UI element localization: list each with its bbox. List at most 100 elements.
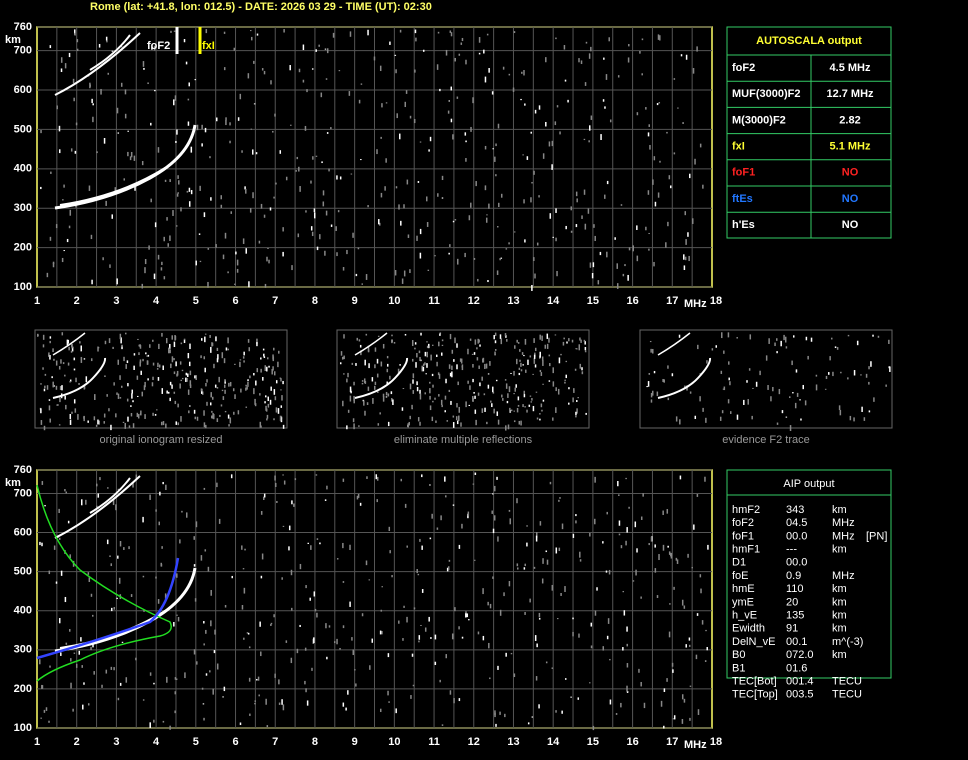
noise xyxy=(493,515,496,521)
noise xyxy=(662,544,665,551)
noise xyxy=(386,363,389,367)
noise xyxy=(770,396,772,402)
noise xyxy=(169,179,171,183)
noise xyxy=(502,398,504,401)
noise xyxy=(448,559,451,562)
noise xyxy=(711,348,714,351)
noise xyxy=(224,380,226,384)
noise xyxy=(567,99,569,103)
noise xyxy=(500,193,503,198)
noise xyxy=(589,125,591,131)
noise xyxy=(109,264,111,268)
noise xyxy=(474,409,477,414)
noise xyxy=(106,394,108,397)
noise xyxy=(721,410,724,414)
aip-cell: B0 xyxy=(732,649,745,661)
x-tick-label: 7 xyxy=(272,295,278,307)
noise xyxy=(348,91,351,96)
aip-cell: foF1 xyxy=(732,530,754,542)
noise xyxy=(339,362,342,365)
noise xyxy=(838,405,841,411)
noise xyxy=(196,124,199,131)
noise xyxy=(542,399,545,402)
noise xyxy=(173,371,176,375)
noise xyxy=(847,334,850,337)
noise xyxy=(482,635,485,641)
noise xyxy=(360,159,362,161)
noise xyxy=(460,358,463,364)
noise xyxy=(175,140,177,143)
noise xyxy=(577,397,579,399)
noise xyxy=(434,634,437,640)
noise xyxy=(802,384,804,390)
noise xyxy=(46,385,49,390)
noise xyxy=(863,417,866,421)
noise xyxy=(342,702,345,707)
noise xyxy=(652,179,654,185)
trace xyxy=(657,332,691,356)
noise xyxy=(40,186,42,190)
noise xyxy=(458,53,461,56)
noise xyxy=(494,156,496,162)
noise xyxy=(533,358,536,364)
noise xyxy=(121,641,124,643)
noise xyxy=(673,152,676,155)
noise xyxy=(125,364,127,369)
noise xyxy=(533,257,535,262)
noise xyxy=(291,265,293,271)
noise xyxy=(167,243,169,247)
noise xyxy=(532,373,534,375)
noise xyxy=(83,387,86,390)
noise xyxy=(143,609,145,612)
noise xyxy=(78,383,80,385)
noise xyxy=(575,224,578,228)
noise xyxy=(868,381,870,385)
noise xyxy=(792,392,794,394)
noise xyxy=(491,403,493,408)
aip-cell: 135 xyxy=(786,610,804,622)
noise xyxy=(92,116,94,123)
noise xyxy=(481,408,484,413)
noise xyxy=(349,601,351,607)
noise xyxy=(646,386,648,388)
noise xyxy=(594,518,596,525)
noise xyxy=(571,339,574,343)
noise xyxy=(42,334,45,340)
noise xyxy=(410,695,412,699)
noise xyxy=(560,353,562,356)
noise xyxy=(424,362,426,365)
noise xyxy=(743,399,745,405)
aip-cell: 20 xyxy=(786,596,798,608)
noise xyxy=(531,181,533,184)
noise xyxy=(471,353,474,355)
noise xyxy=(68,52,71,58)
noise xyxy=(142,516,144,523)
noise xyxy=(43,709,46,713)
noise xyxy=(132,482,134,488)
noise xyxy=(516,563,519,567)
noise xyxy=(294,478,297,481)
noise xyxy=(49,236,52,241)
noise xyxy=(665,242,667,248)
noise xyxy=(418,640,420,643)
noise xyxy=(225,117,227,121)
noise xyxy=(124,89,127,95)
noise xyxy=(439,88,441,92)
noise xyxy=(555,208,557,213)
noise xyxy=(83,358,86,360)
noise xyxy=(641,38,644,41)
noise xyxy=(173,99,175,106)
noise xyxy=(171,335,173,340)
noise xyxy=(169,381,172,386)
noise xyxy=(263,496,265,501)
noise xyxy=(142,699,145,701)
noise xyxy=(429,395,431,400)
noise xyxy=(589,682,591,684)
noise xyxy=(426,345,429,349)
noise xyxy=(137,414,140,419)
noise xyxy=(417,181,420,183)
noise xyxy=(274,482,277,487)
noise xyxy=(391,575,393,578)
aip-cell: km xyxy=(832,504,847,516)
noise xyxy=(290,569,293,576)
